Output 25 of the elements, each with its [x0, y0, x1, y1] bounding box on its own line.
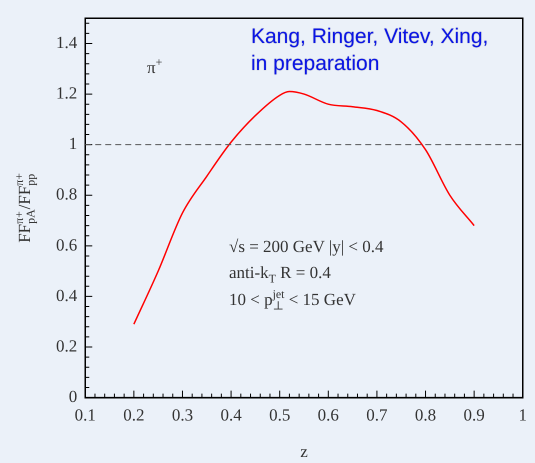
y-tick-label: 1.4 — [56, 32, 78, 52]
x-tick-label: 0.7 — [366, 405, 388, 424]
x-tick-label: 0.2 — [123, 405, 144, 424]
y-tick-label: 1 — [68, 134, 78, 154]
line-series — [133, 90, 475, 325]
x-axis-title: z — [300, 442, 308, 461]
y-tick-label: 0.6 — [56, 235, 78, 254]
y-tick-label: 0 — [68, 387, 78, 406]
y-axis-title: FFpAπ+/FFppπ+ — [12, 172, 38, 243]
x-tick-label: 0.3 — [172, 405, 194, 424]
y-tick-label: 0.8 — [56, 184, 78, 204]
y-tick-label: 0.2 — [56, 336, 78, 356]
x-tick-label: 0.1 — [74, 405, 96, 424]
x-tick-label: 0.8 — [414, 405, 436, 424]
x-tick-label: 0.6 — [318, 405, 339, 424]
annotation: in preparation — [251, 52, 380, 75]
x-tick-label: 0.5 — [269, 405, 290, 424]
x-tick-label: 1 — [518, 405, 527, 424]
annotation: Kang, Ringer, Vitev, Xing, — [251, 25, 488, 48]
annotation: √s = 200 GeV |y| < 0.4 — [229, 237, 384, 256]
x-tick-label: 0.4 — [220, 405, 242, 424]
x-tick-label: 0.9 — [464, 405, 485, 424]
annotation: π+ — [147, 55, 163, 77]
y-tick-label: 1.2 — [56, 84, 78, 103]
y-tick-label: 0.4 — [56, 286, 78, 305]
